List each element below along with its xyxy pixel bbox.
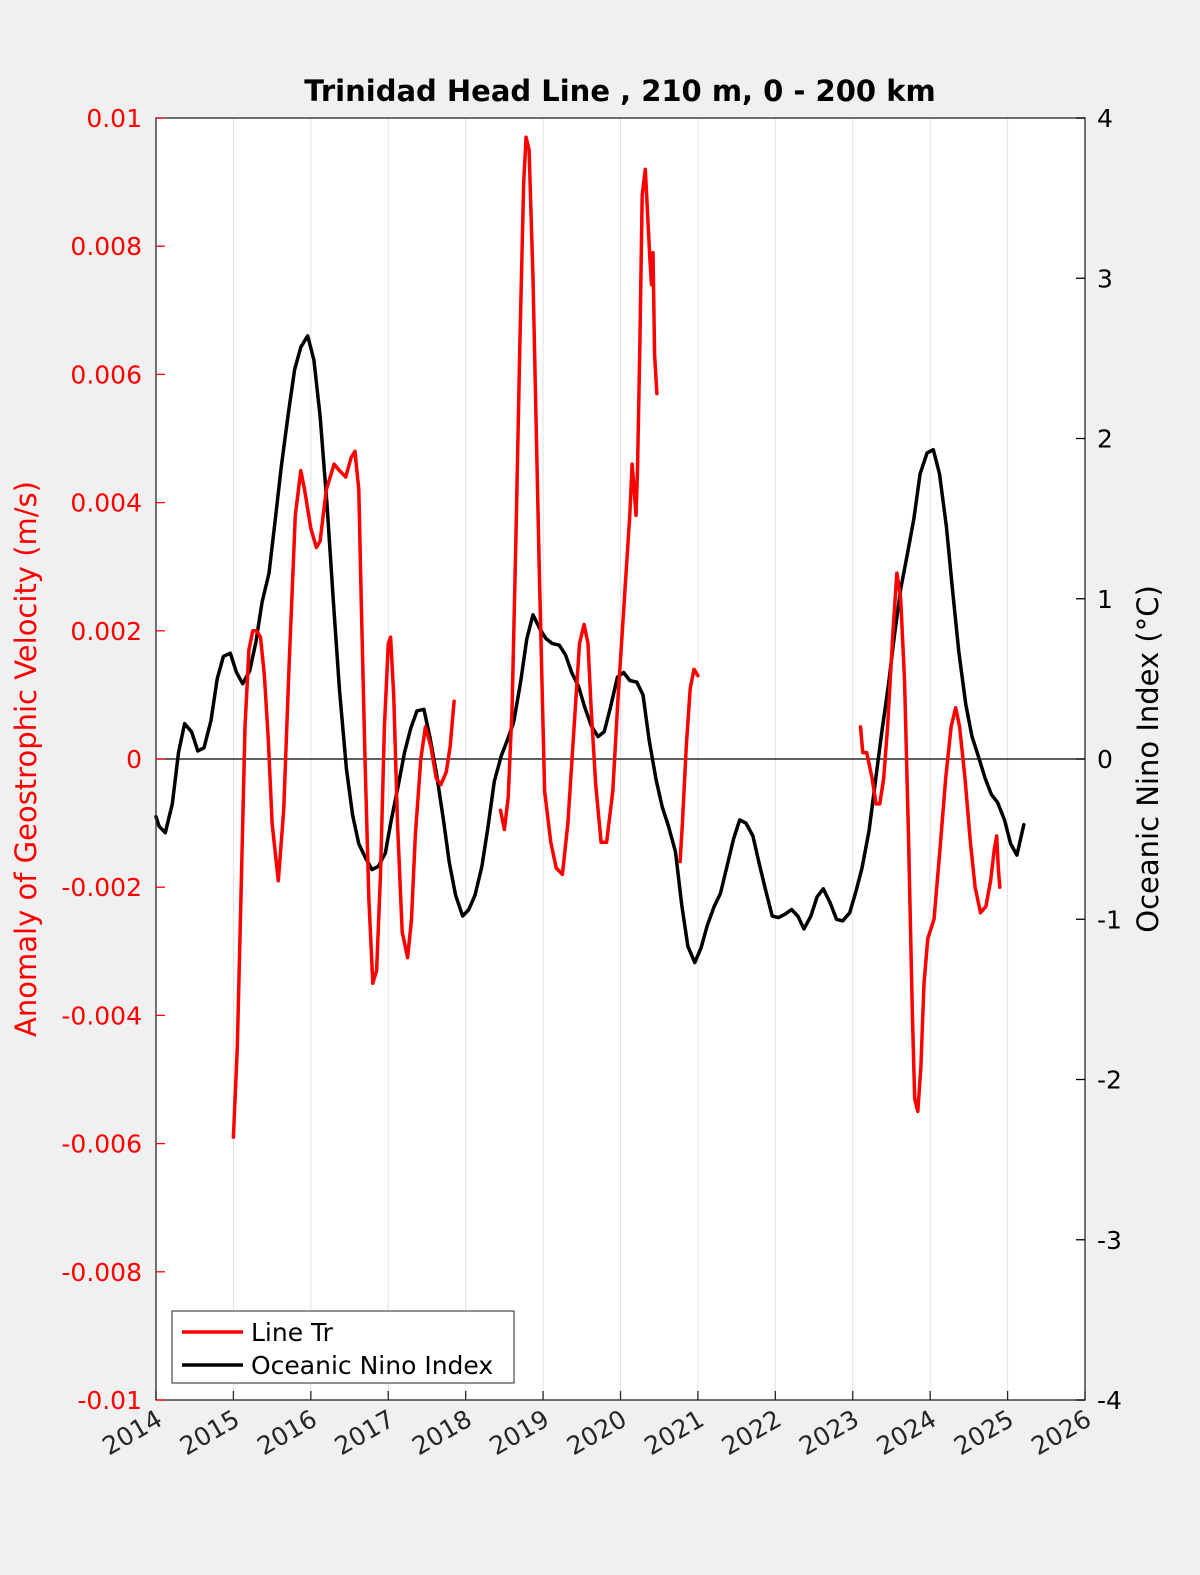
x-tick-label: 2022 bbox=[717, 1404, 787, 1461]
right-y-tick-label: -2 bbox=[1097, 1066, 1122, 1095]
left-y-tick-label: 0.002 bbox=[70, 617, 142, 646]
x-tick-label: 2017 bbox=[330, 1404, 400, 1461]
left-y-tick-label: -0.01 bbox=[77, 1386, 142, 1415]
x-tick-label: 2025 bbox=[949, 1404, 1019, 1461]
right-y-tick-label: -4 bbox=[1097, 1386, 1122, 1415]
left-y-tick-label: 0.006 bbox=[70, 360, 142, 389]
left-y-tick-label: -0.002 bbox=[61, 873, 142, 902]
left-y-tick-label: -0.006 bbox=[61, 1130, 142, 1159]
chart-title: Trinidad Head Line , 210 m, 0 - 200 km bbox=[304, 74, 935, 108]
legend: Line Tr Oceanic Nino Index bbox=[171, 1310, 515, 1384]
x-tick-label: 2020 bbox=[562, 1404, 632, 1461]
x-tick-label: 2018 bbox=[407, 1404, 477, 1461]
right-y-axis: -4 -3 -2 -1 0 1 2 3 4 bbox=[1076, 104, 1122, 1415]
right-y-tick-label: 0 bbox=[1097, 745, 1113, 774]
right-y-tick-label: 1 bbox=[1097, 585, 1113, 614]
left-y-tick-label: -0.004 bbox=[61, 1001, 142, 1030]
left-axis-label: Anomaly of Geostrophic Velocity (m/s) bbox=[9, 481, 43, 1037]
legend-label-oni: Oceanic Nino Index bbox=[251, 1351, 493, 1380]
x-tick-label: 2024 bbox=[872, 1404, 942, 1461]
series-line-tr bbox=[231, 449, 456, 1139]
series-line-tr bbox=[678, 667, 700, 864]
legend-label-line-tr: Line Tr bbox=[251, 1318, 334, 1347]
series-line-tr bbox=[858, 571, 1002, 1114]
series-oni bbox=[154, 334, 1026, 965]
x-axis: 2014 2015 2016 2017 2018 2019 2020 2021 2022 2023… bbox=[97, 1391, 1096, 1461]
series-line-tr bbox=[498, 135, 659, 877]
left-y-tick-label: 0 bbox=[126, 745, 142, 774]
legend-box bbox=[171, 1310, 515, 1384]
right-axis-label: Oceanic Nino Index (°C) bbox=[1131, 585, 1165, 933]
right-y-tick-label: 2 bbox=[1097, 425, 1113, 454]
left-y-tick-label: 0.008 bbox=[70, 232, 142, 261]
x-tick-label: 2023 bbox=[794, 1404, 864, 1461]
left-y-axis: -0.01 -0.008 -0.006 -0.004 -0.002 0 0.002 0.004… bbox=[61, 104, 165, 1415]
left-y-tick-label: -0.008 bbox=[61, 1258, 142, 1287]
x-tick-label: 2019 bbox=[484, 1404, 554, 1461]
right-y-tick-label: 4 bbox=[1097, 104, 1113, 133]
series-layer bbox=[154, 135, 1026, 1139]
right-y-tick-label: -1 bbox=[1097, 905, 1122, 934]
right-y-tick-label: -3 bbox=[1097, 1226, 1122, 1255]
x-tick-label: 2016 bbox=[252, 1404, 322, 1461]
x-tick-label: 2021 bbox=[639, 1404, 709, 1461]
x-tick-label: 2015 bbox=[175, 1404, 245, 1461]
left-y-tick-label: 0.01 bbox=[86, 104, 142, 133]
x-tick-label: 2026 bbox=[1026, 1404, 1096, 1461]
right-y-tick-label: 3 bbox=[1097, 264, 1113, 293]
left-y-tick-label: 0.004 bbox=[70, 489, 142, 518]
